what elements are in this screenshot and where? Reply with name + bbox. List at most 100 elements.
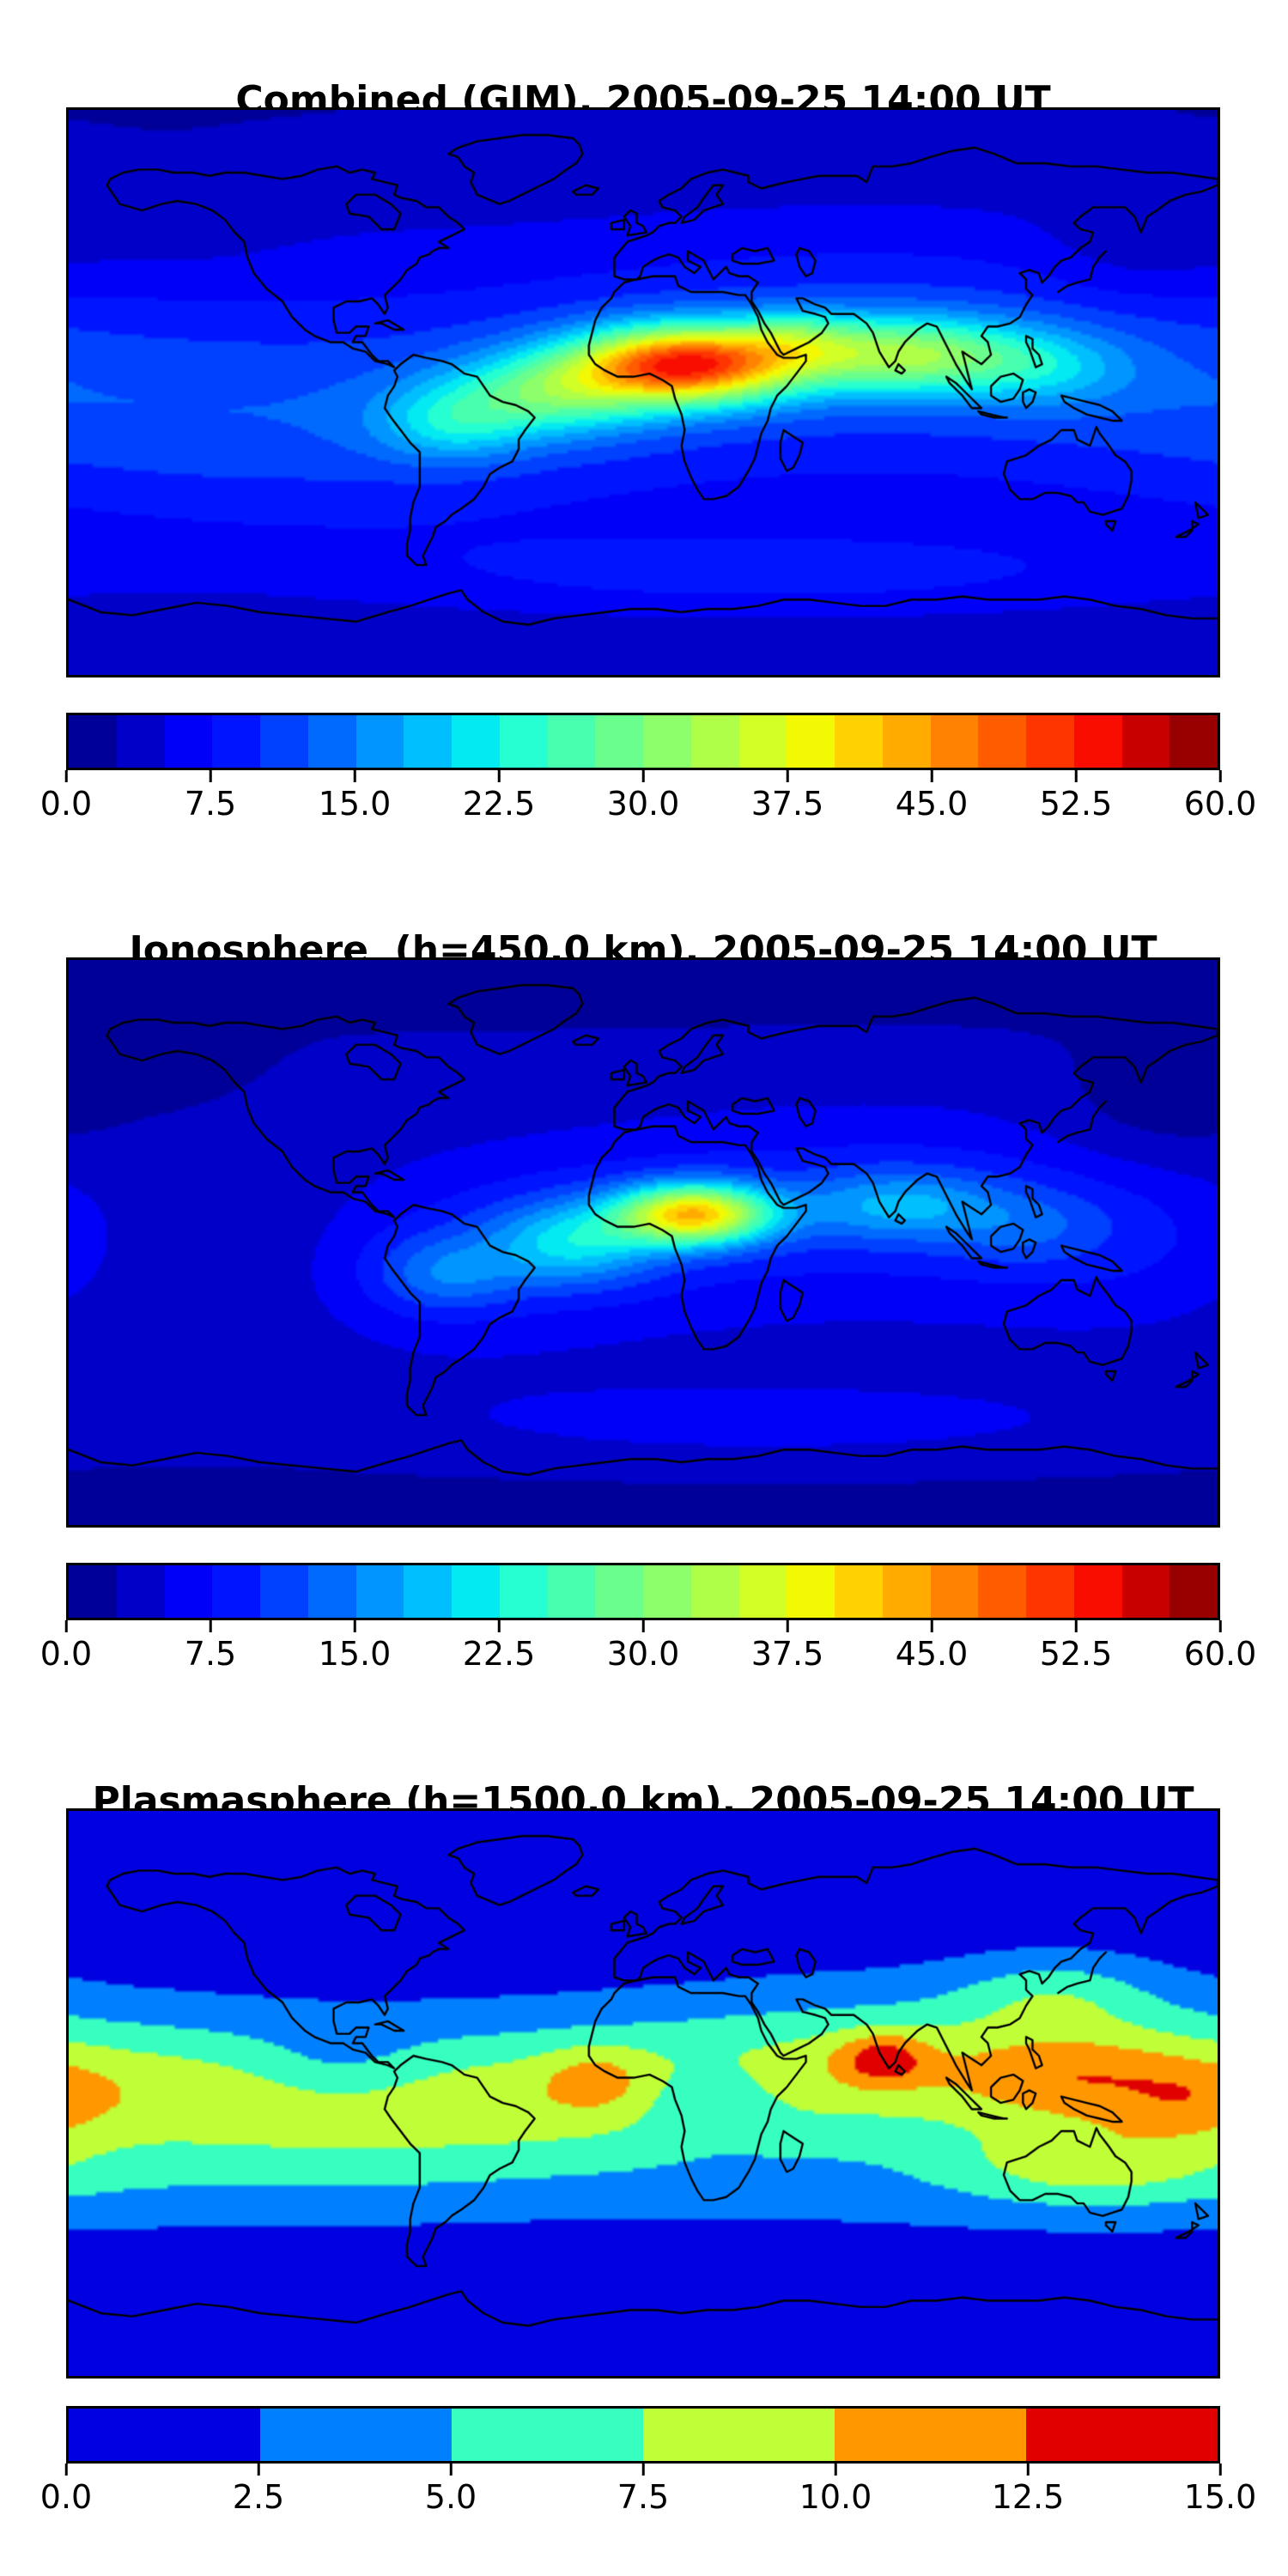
colorbar-segment xyxy=(1121,715,1170,768)
colorbar-tick-mark xyxy=(1218,1620,1222,1632)
colorbar-segment xyxy=(787,1565,835,1618)
colorbar-tick-mark xyxy=(1218,770,1222,782)
colorbar-segment xyxy=(1073,1565,1122,1618)
colorbar-segment xyxy=(690,1565,739,1618)
colorbar-tick-mark xyxy=(497,770,501,782)
colorbar-combined xyxy=(66,713,1220,770)
colorbar-tick-label: 7.5 xyxy=(184,785,237,823)
colorbar-tick-mark xyxy=(930,1620,933,1632)
map-plot-plasmasphere xyxy=(66,1808,1220,2379)
colorbar-segment xyxy=(595,715,643,768)
colorbar-segment xyxy=(69,715,117,768)
colorbar-segment xyxy=(1170,715,1218,768)
colorbar-tick-mark xyxy=(1074,770,1078,782)
colorbar-ticks-plasmasphere xyxy=(64,2464,1222,2476)
colorbar-tick-mark xyxy=(209,770,212,782)
colorbar-tick-label: 12.5 xyxy=(991,2478,1065,2516)
colorbar-segment xyxy=(835,715,883,768)
colorbar-segment xyxy=(643,1565,691,1618)
colorbar-tick-label: 10.0 xyxy=(799,2478,872,2516)
colorbar-segment xyxy=(116,715,165,768)
colorbar-segment xyxy=(307,1565,356,1618)
colorbar-segment xyxy=(1073,715,1122,768)
colorbar-segment xyxy=(404,715,452,768)
colorbar-segment xyxy=(690,715,739,768)
colorbar-segment xyxy=(930,715,979,768)
colorbar-segment xyxy=(978,1565,1026,1618)
colorbar-tick-mark xyxy=(497,1620,501,1632)
colorbar-tick-mark xyxy=(449,2464,453,2476)
colorbar-tick-mark xyxy=(834,2464,837,2476)
colorbar-segment xyxy=(355,715,404,768)
colorbar-tick-label: 15.0 xyxy=(318,1635,392,1673)
colorbar-tick-label: 37.5 xyxy=(750,1635,824,1673)
colorbar-ticks-ionosphere xyxy=(64,1620,1222,1633)
colorbar-segment xyxy=(260,2409,452,2461)
colorbar-tick-mark xyxy=(641,770,645,782)
colorbar-segment xyxy=(835,2409,1026,2461)
colorbar-tick-label: 37.5 xyxy=(750,785,824,823)
colorbar-segment xyxy=(404,1565,452,1618)
colorbar-tick-label: 2.5 xyxy=(232,2478,285,2516)
colorbar-labels-plasmasphere: 0.0 2.5 5.0 7.5 10.0 12.5 15.0 xyxy=(40,2478,1257,2519)
colorbar-tick-mark xyxy=(641,2464,645,2476)
colorbar-segment xyxy=(978,715,1026,768)
colorbar-tick-mark xyxy=(353,770,356,782)
colorbar-segment xyxy=(547,1565,596,1618)
colorbar-segment xyxy=(1026,2409,1218,2461)
colorbar-tick-label: 30.0 xyxy=(606,785,680,823)
colorbar-tick-label: 7.5 xyxy=(617,2478,670,2516)
colorbar-segment xyxy=(69,2409,260,2461)
colorbar-tick-label: 52.5 xyxy=(1039,785,1113,823)
colorbar-segment xyxy=(1121,1565,1170,1618)
colorbar-tick-label: 45.0 xyxy=(895,785,969,823)
map-canvas-plasmasphere xyxy=(69,1811,1218,2376)
colorbar-segment xyxy=(643,715,691,768)
colorbar-segment xyxy=(452,1565,500,1618)
colorbar-segment xyxy=(930,1565,979,1618)
colorbar-tick-mark xyxy=(930,770,933,782)
colorbar-segment xyxy=(116,1565,165,1618)
colorbar-segment xyxy=(499,1565,548,1618)
colorbar-segment xyxy=(212,1565,260,1618)
colorbar-labels-combined: 0.0 7.5 15.0 22.5 30.0 37.5 45.0 52.5 60.0 xyxy=(40,785,1257,826)
colorbar-segment xyxy=(164,1565,213,1618)
colorbar-segment xyxy=(452,2409,643,2461)
colorbar-segment xyxy=(307,715,356,768)
colorbar-tick-mark xyxy=(257,2464,260,2476)
colorbar-segment xyxy=(882,715,931,768)
colorbar-tick-label: 22.5 xyxy=(462,1635,536,1673)
map-plot-combined xyxy=(66,107,1220,677)
colorbar-tick-mark xyxy=(1074,1620,1078,1632)
colorbar-tick-mark xyxy=(786,1620,789,1632)
colorbar-tick-mark xyxy=(641,1620,645,1632)
map-canvas-combined xyxy=(69,110,1218,675)
colorbar-tick-mark xyxy=(64,2464,68,2476)
colorbar-tick-mark xyxy=(64,1620,68,1632)
colorbar-segment xyxy=(212,715,260,768)
colorbar-segment xyxy=(164,715,213,768)
colorbar-segment xyxy=(1026,1565,1074,1618)
colorbar-tick-label: 60.0 xyxy=(1183,785,1257,823)
colorbar-tick-label: 30.0 xyxy=(606,1635,680,1673)
colorbar-tick-label: 5.0 xyxy=(424,2478,477,2516)
colorbar-tick-mark xyxy=(1026,2464,1030,2476)
colorbar-segment xyxy=(738,715,787,768)
colorbar-tick-label: 45.0 xyxy=(895,1635,969,1673)
colorbar-tick-mark xyxy=(786,770,789,782)
colorbar-tick-label: 0.0 xyxy=(39,785,93,823)
colorbar-segment xyxy=(882,1565,931,1618)
colorbar-segment xyxy=(643,2409,835,2461)
colorbar-segment xyxy=(355,1565,404,1618)
map-canvas-ionosphere xyxy=(69,960,1218,1525)
colorbar-segment xyxy=(260,1565,308,1618)
colorbar-labels-ionosphere: 0.0 7.5 15.0 22.5 30.0 37.5 45.0 52.5 60.0 xyxy=(40,1635,1257,1676)
colorbar-tick-mark xyxy=(1218,2464,1222,2476)
map-plot-ionosphere xyxy=(66,957,1220,1528)
colorbar-segment xyxy=(787,715,835,768)
colorbar-tick-label: 7.5 xyxy=(184,1635,237,1673)
colorbar-segment xyxy=(260,715,308,768)
colorbar-ionosphere xyxy=(66,1563,1220,1620)
colorbar-tick-label: 0.0 xyxy=(39,1635,93,1673)
